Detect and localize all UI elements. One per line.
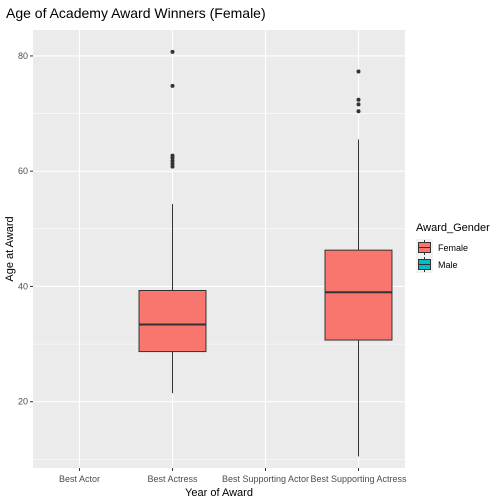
x-tick-label: Best Actress (147, 474, 198, 484)
y-tick-label: 40 (18, 281, 28, 291)
x-tick-label: Best Supporting Actor (222, 474, 309, 484)
legend-key-male: Male (416, 256, 458, 273)
outlier-point (170, 153, 175, 158)
outlier-point (170, 83, 175, 88)
plot-panel (33, 30, 405, 468)
outlier-point (356, 109, 361, 114)
outlier-point (356, 69, 361, 74)
outlier-point (356, 102, 361, 107)
x-tick-label: Best Actor (59, 474, 100, 484)
outlier-point (170, 49, 175, 54)
y-tick-label: 60 (18, 166, 28, 176)
outlier-point (170, 161, 175, 166)
boxes-layer (138, 49, 393, 457)
interquartile-box (324, 249, 393, 341)
x-tick-label: Best Supporting Actress (310, 474, 407, 484)
legend-label: Male (438, 260, 458, 270)
x-axis-title: Year of Award (185, 487, 253, 499)
legend-title: Award_Gender (416, 222, 490, 234)
outlier-point (170, 158, 175, 163)
box-best-supporting-actress (324, 69, 393, 457)
x-axis-ticks: Best Actor Best Actress Best Supporting Ac… (59, 468, 407, 484)
outlier-point (356, 97, 361, 102)
y-tick-label: 20 (18, 397, 28, 407)
y-tick-label: 80 (18, 51, 28, 61)
interquartile-box (138, 289, 207, 353)
legend-key-female: Female (416, 239, 468, 256)
legend: Award_Gender Female Male (416, 222, 490, 273)
box-best-actress (138, 49, 207, 394)
legend-label: Female (438, 243, 468, 253)
y-axis-title: Age at Award (4, 216, 16, 281)
outlier-point (170, 164, 175, 169)
legend-keys: Female Male (416, 239, 468, 273)
y-axis-ticks: 20 40 60 80 (18, 51, 33, 407)
chart-title: Age of Academy Award Winners (Female) (6, 5, 266, 21)
